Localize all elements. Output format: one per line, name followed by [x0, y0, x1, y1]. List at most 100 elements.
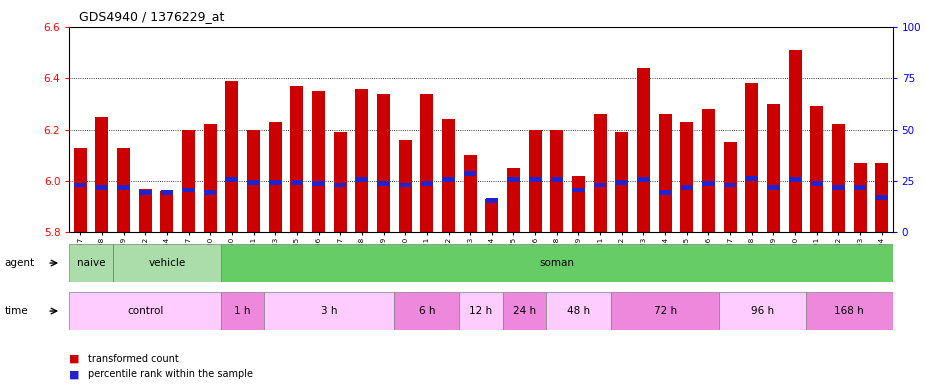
- Bar: [182, 129, 195, 232]
- Bar: [507, 168, 520, 232]
- Bar: [849, 27, 871, 232]
- Bar: [594, 182, 606, 187]
- Bar: [810, 181, 823, 186]
- Bar: [486, 199, 499, 232]
- Bar: [615, 132, 628, 232]
- Text: percentile rank within the sample: percentile rank within the sample: [88, 369, 253, 379]
- Bar: [481, 27, 502, 232]
- Bar: [681, 185, 693, 190]
- Bar: [95, 185, 108, 190]
- Bar: [594, 114, 607, 232]
- Bar: [399, 182, 412, 187]
- Bar: [828, 27, 849, 232]
- Bar: [226, 81, 239, 232]
- Bar: [637, 68, 650, 232]
- Text: 72 h: 72 h: [654, 306, 677, 316]
- Bar: [806, 27, 828, 232]
- Bar: [854, 185, 867, 190]
- Bar: [659, 114, 672, 232]
- Bar: [312, 91, 325, 232]
- Bar: [529, 177, 541, 182]
- Bar: [633, 27, 654, 232]
- Bar: [265, 27, 286, 232]
- Bar: [550, 129, 563, 232]
- Bar: [676, 27, 697, 232]
- Bar: [697, 27, 720, 232]
- Bar: [113, 27, 134, 232]
- Bar: [616, 180, 628, 185]
- Bar: [377, 94, 390, 232]
- Text: control: control: [127, 306, 164, 316]
- Bar: [416, 27, 438, 232]
- Bar: [226, 177, 238, 182]
- Bar: [313, 181, 325, 186]
- Bar: [74, 182, 86, 187]
- Bar: [524, 27, 546, 232]
- Bar: [768, 185, 780, 190]
- Bar: [876, 195, 888, 200]
- Bar: [723, 142, 736, 232]
- Text: 1 h: 1 h: [234, 306, 251, 316]
- Text: 6 h: 6 h: [419, 306, 435, 316]
- Bar: [290, 86, 303, 232]
- Bar: [611, 292, 720, 330]
- Bar: [399, 140, 412, 232]
- Text: GDS4940 / 1376229_at: GDS4940 / 1376229_at: [79, 10, 224, 23]
- Bar: [460, 27, 481, 232]
- Bar: [762, 27, 784, 232]
- Bar: [789, 50, 802, 232]
- Bar: [720, 292, 806, 330]
- Bar: [724, 182, 736, 187]
- Bar: [139, 189, 152, 232]
- Bar: [806, 292, 893, 330]
- Text: agent: agent: [5, 258, 35, 268]
- Bar: [204, 190, 216, 195]
- Bar: [420, 94, 433, 232]
- Bar: [221, 244, 893, 282]
- Text: 24 h: 24 h: [512, 306, 536, 316]
- Text: 168 h: 168 h: [834, 306, 864, 316]
- Bar: [789, 177, 801, 182]
- Bar: [329, 27, 351, 232]
- Text: naive: naive: [77, 258, 105, 268]
- Bar: [69, 244, 113, 282]
- Bar: [178, 27, 200, 232]
- Bar: [546, 27, 568, 232]
- Bar: [356, 177, 368, 182]
- Bar: [572, 176, 585, 232]
- Bar: [438, 27, 460, 232]
- Text: time: time: [5, 306, 29, 316]
- Bar: [377, 181, 389, 186]
- Bar: [573, 188, 585, 192]
- Bar: [442, 177, 455, 182]
- Bar: [134, 27, 156, 232]
- Bar: [286, 27, 308, 232]
- Bar: [810, 106, 823, 232]
- Bar: [161, 190, 173, 195]
- Bar: [702, 109, 715, 232]
- Bar: [334, 182, 346, 187]
- Bar: [113, 244, 221, 282]
- Bar: [529, 129, 542, 232]
- Bar: [680, 122, 694, 232]
- Bar: [95, 117, 108, 232]
- Bar: [464, 171, 476, 175]
- Text: 48 h: 48 h: [567, 306, 590, 316]
- Bar: [746, 176, 758, 181]
- Bar: [247, 129, 260, 232]
- Bar: [160, 191, 173, 232]
- Bar: [156, 27, 178, 232]
- Bar: [871, 27, 893, 232]
- Bar: [507, 177, 520, 182]
- Text: ■: ■: [69, 354, 80, 364]
- Bar: [502, 292, 546, 330]
- Bar: [351, 27, 373, 232]
- Bar: [460, 292, 502, 330]
- Bar: [355, 88, 368, 232]
- Bar: [421, 181, 433, 186]
- Bar: [832, 185, 845, 190]
- Bar: [117, 147, 130, 232]
- Bar: [637, 177, 649, 182]
- Text: ■: ■: [69, 369, 80, 379]
- Bar: [720, 27, 741, 232]
